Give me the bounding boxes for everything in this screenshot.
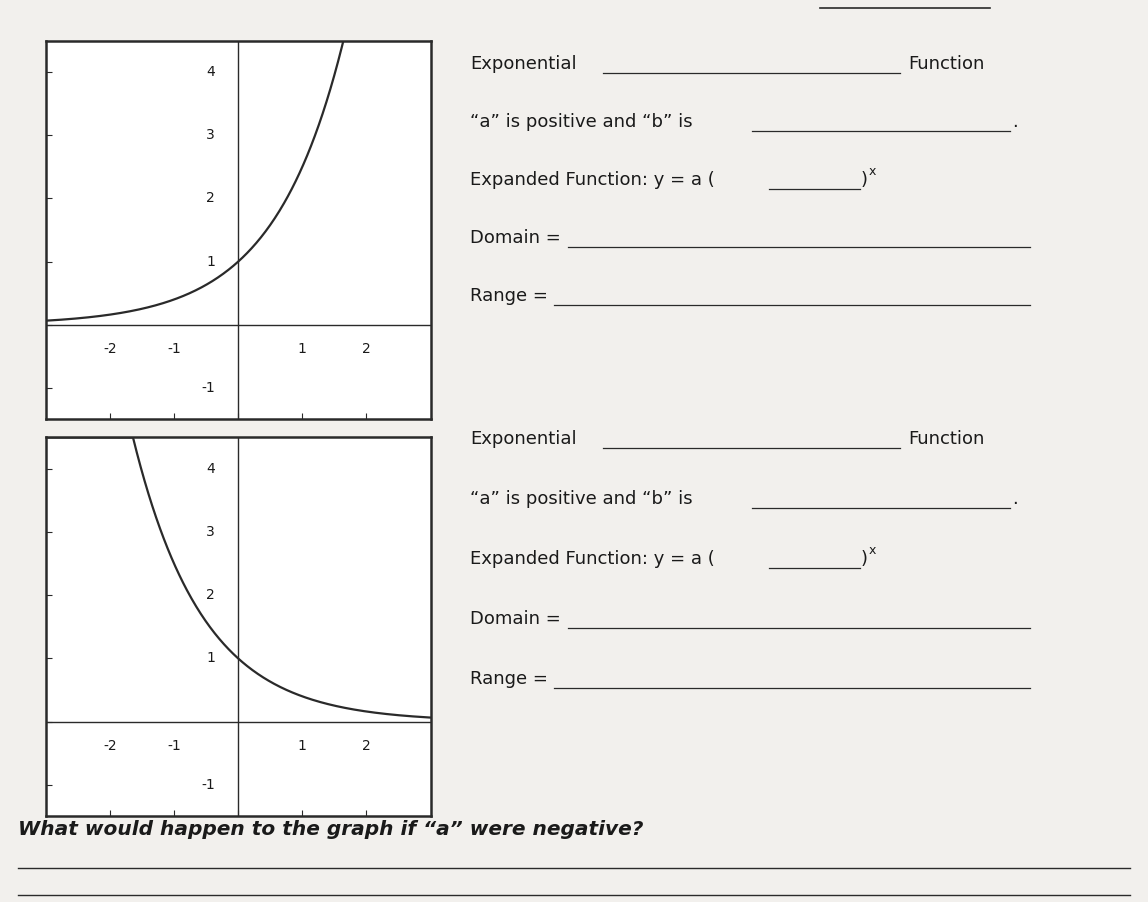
Text: 1: 1 xyxy=(207,651,215,666)
Text: “a” is positive and “b” is: “a” is positive and “b” is xyxy=(470,490,692,508)
Text: Expanded Function: y = a (: Expanded Function: y = a ( xyxy=(470,550,715,568)
Text: 4: 4 xyxy=(207,65,215,79)
Text: 4: 4 xyxy=(207,462,215,476)
Text: 1: 1 xyxy=(207,254,215,269)
Text: .: . xyxy=(1013,113,1018,131)
Text: ): ) xyxy=(861,171,868,189)
Text: 3: 3 xyxy=(207,128,215,143)
Text: Range =: Range = xyxy=(470,287,548,305)
Text: -1: -1 xyxy=(168,342,181,355)
Text: x: x xyxy=(869,544,876,557)
Text: -1: -1 xyxy=(201,778,215,792)
Text: Range =: Range = xyxy=(470,670,548,688)
Text: Exponential: Exponential xyxy=(470,430,576,448)
Text: -1: -1 xyxy=(201,381,215,395)
Text: -2: -2 xyxy=(103,739,117,752)
Text: 2: 2 xyxy=(207,588,215,603)
Text: 1: 1 xyxy=(297,342,307,355)
Text: Domain =: Domain = xyxy=(470,229,560,247)
Text: 1: 1 xyxy=(297,739,307,752)
Text: 2: 2 xyxy=(207,191,215,206)
Text: Expanded Function: y = a (: Expanded Function: y = a ( xyxy=(470,171,715,189)
Text: x: x xyxy=(869,165,876,178)
Text: “a” is positive and “b” is: “a” is positive and “b” is xyxy=(470,113,692,131)
Text: 3: 3 xyxy=(207,525,215,539)
Text: Domain =: Domain = xyxy=(470,610,560,628)
Text: Exponential: Exponential xyxy=(470,55,576,73)
Text: -2: -2 xyxy=(103,342,117,355)
Text: 2: 2 xyxy=(362,342,371,355)
Text: 2: 2 xyxy=(362,739,371,752)
Text: .: . xyxy=(1013,490,1018,508)
Text: -1: -1 xyxy=(168,739,181,752)
Text: What would happen to the graph if “a” were negative?: What would happen to the graph if “a” we… xyxy=(18,820,643,839)
Text: Function: Function xyxy=(908,430,984,448)
Text: ): ) xyxy=(861,550,868,568)
Text: Function: Function xyxy=(908,55,984,73)
